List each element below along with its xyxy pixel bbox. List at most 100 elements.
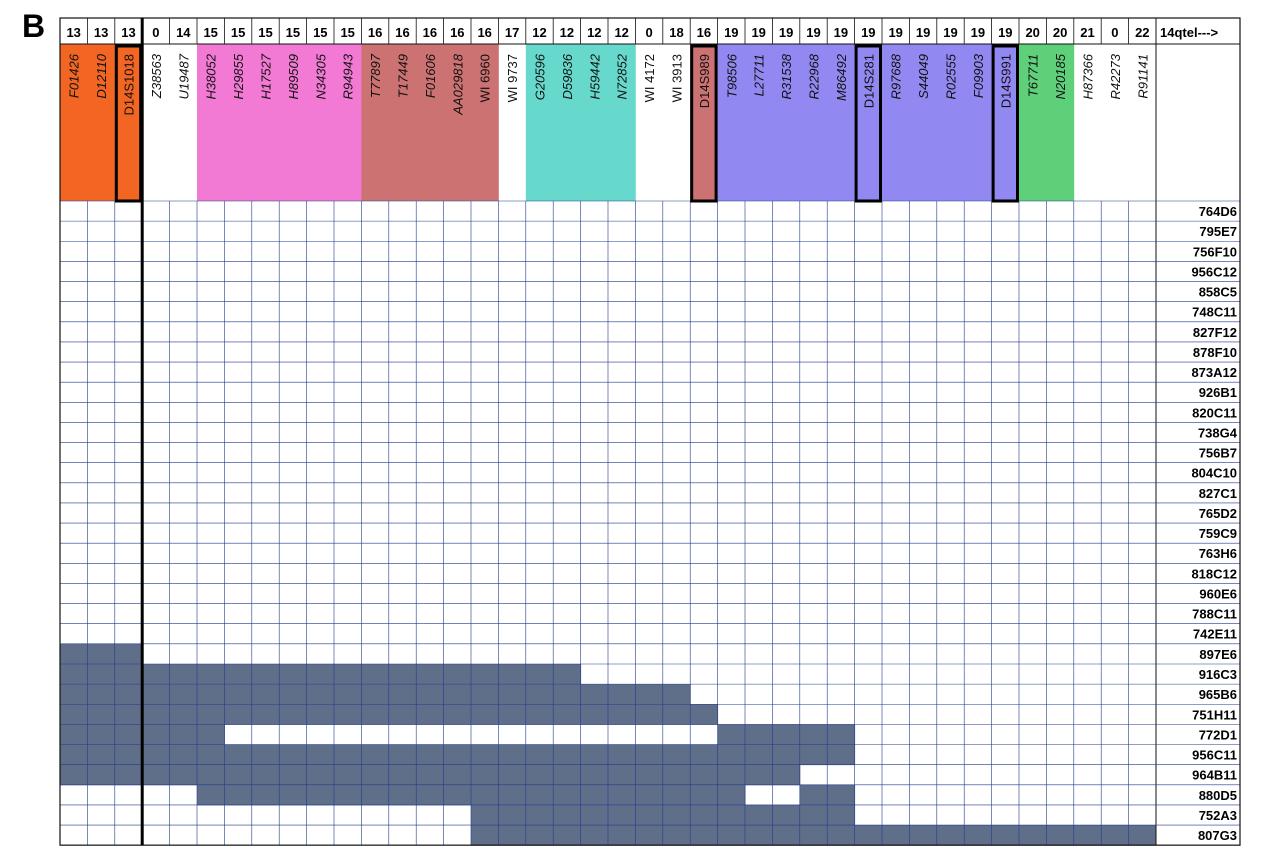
marker-name: WI 3913 [670,54,685,102]
clone-label: 764D6 [1199,204,1237,219]
marker-number: 21 [1080,25,1094,40]
marker-name: N72852 [615,53,630,99]
marker-number: 19 [971,25,985,40]
marker-number: 19 [888,25,902,40]
marker-number: 15 [203,25,217,40]
marker-number: 19 [998,25,1012,40]
marker-number: 16 [368,25,382,40]
marker-number: 19 [834,25,848,40]
marker-name: D12110 [94,53,109,98]
marker-number: 19 [779,25,793,40]
clone-label: 964B11 [1192,768,1237,783]
marker-name: H38052 [204,53,219,99]
marker-band-violet [745,44,773,201]
clone-label: 748C11 [1192,305,1237,320]
marker-band-rose [416,44,444,201]
marker-band-rose [361,44,390,201]
marker-band-orange [114,44,143,201]
clone-label: 756F10 [1193,244,1237,259]
marker-name: T77897 [368,53,383,98]
marker-number: 12 [560,25,574,40]
marker-band-rose [443,44,472,201]
positive-cell-run [60,744,856,766]
marker-name: F09903 [971,53,986,98]
anchor-marker-box [114,44,143,203]
marker-name: R31538 [779,53,794,99]
marker-name: H59442 [587,53,602,99]
marker-number: 19 [724,25,738,40]
panel-label: B [22,8,46,44]
marker-band-violet [991,44,1020,201]
marker-number: 14 [176,25,191,40]
marker-name: F01426 [67,53,82,98]
marker-number: 15 [313,25,327,40]
marker-number: 16 [395,25,409,40]
marker-band-violet [854,44,883,201]
marker-band-violet [827,44,855,201]
marker-band-pink [279,44,307,201]
anchor-marker-box [854,44,882,203]
anchor-marker-box [690,44,718,203]
clone-label: 788C11 [1192,607,1237,622]
clone-label: 751H11 [1192,707,1237,722]
marker-name: F01606 [423,53,438,98]
marker-number: 16 [450,25,464,40]
clone-label: 878F10 [1193,345,1237,360]
marker-number: 16 [697,25,711,40]
marker-name: H89509 [286,54,301,100]
clone-label: 965B6 [1199,687,1237,702]
marker-number: 0 [645,25,652,40]
marker-number: 0 [152,25,159,40]
marker-name: D14S1018 [122,54,137,115]
marker-name: D14S281 [861,54,876,108]
marker-name: H29855 [231,53,246,99]
marker-band-violet [909,44,938,201]
grid-frame [59,17,1241,846]
marker-name: AA029818 [450,53,465,115]
marker-name: WI 9737 [505,54,520,102]
clone-label: 765D2 [1199,506,1237,521]
marker-number: 16 [423,25,437,40]
marker-name: T67711 [1026,54,1041,97]
marker-number: 12 [587,25,601,40]
marker-name: S44049 [916,54,931,99]
marker-band-pink [306,44,335,201]
clone-label: 756B7 [1199,446,1237,461]
marker-number: 19 [751,25,765,40]
marker-band-violet [882,44,910,201]
marker-name: L27711 [752,54,767,96]
marker-number: 19 [943,25,957,40]
marker-number: 18 [669,25,683,40]
marker-band-violet [964,44,992,201]
marker-name: Z38563 [149,53,164,99]
anchor-marker-box [991,44,1019,203]
clone-label: 827F12 [1193,325,1237,340]
clone-label: 752A3 [1199,808,1237,823]
clone-label: 818C12 [1191,566,1237,581]
marker-number: 15 [340,25,354,40]
clone-label: 897E6 [1199,647,1237,662]
marker-band-orange [87,44,116,201]
marker-band-violet [936,44,965,201]
marker-number: 13 [94,25,108,40]
clone-label: 873A12 [1191,365,1237,380]
clone-label: 960E6 [1199,586,1237,601]
marker-name: R94943 [341,53,356,99]
clone-label: 827C1 [1199,486,1237,501]
marker-band-violet [717,44,746,201]
marker-band-cyan [580,44,609,201]
marker-name: T98506 [724,53,739,98]
marker-number: 15 [286,25,300,40]
positive-cell-run [60,764,801,786]
positive-cell-run [471,825,1157,846]
marker-name: R42273 [1108,53,1123,99]
positive-cell-run [717,724,856,746]
clone-label: 763H6 [1199,546,1237,561]
marker-name: H17527 [259,53,274,99]
clone-label: 880D5 [1199,788,1237,803]
marker-name: M86492 [834,53,849,101]
clone-label: 926B1 [1199,385,1237,400]
clone-label: 738G4 [1198,425,1238,440]
clone-label: 916C3 [1199,667,1237,682]
marker-name: G20596 [533,53,548,100]
